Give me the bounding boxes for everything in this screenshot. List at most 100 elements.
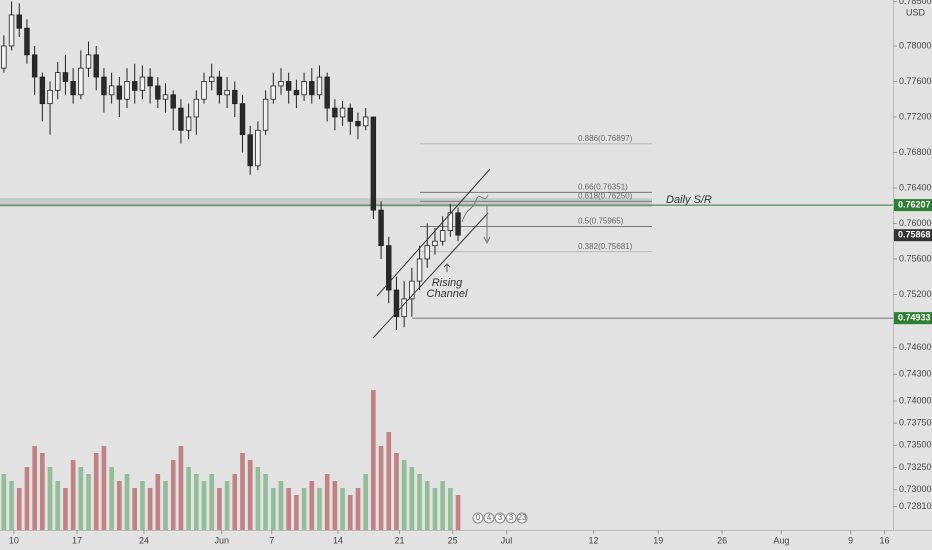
y-tick-label: 0.74600 — [899, 342, 932, 352]
y-tick-label: 0.78000 — [899, 40, 932, 50]
volume-bar — [9, 481, 14, 530]
candle-body — [216, 76, 223, 96]
channel-lower — [372, 212, 489, 339]
volume-bar — [355, 488, 361, 530]
event-marker — [516, 512, 528, 524]
volume-bar — [232, 474, 238, 530]
volume-bar — [47, 467, 53, 530]
candle-body — [455, 212, 461, 236]
candle-body — [108, 85, 115, 96]
candle-body — [101, 76, 107, 96]
candle-body — [178, 107, 184, 131]
candle-body — [386, 245, 392, 291]
candle-body — [85, 54, 92, 69]
channel-label: Channel — [427, 288, 469, 300]
x-tick-label: 9 — [848, 535, 853, 545]
candle-body — [224, 89, 230, 96]
y-tick-label: 0.78500 — [899, 0, 932, 6]
candle-body — [332, 107, 338, 118]
candle-body — [270, 85, 276, 100]
x-tick-label: 21 — [395, 535, 405, 545]
volume-bar — [371, 390, 376, 530]
x-tick-label: 12 — [589, 535, 599, 545]
candle-body — [316, 76, 323, 96]
volume-bar — [294, 495, 299, 530]
y-tick-label: 0.73500 — [899, 440, 932, 450]
event-label: 4 — [487, 513, 492, 522]
price-label-box — [894, 199, 932, 212]
volume-bar — [270, 488, 276, 530]
volume-bar — [424, 481, 430, 530]
volume-bar — [209, 474, 215, 530]
volume-bar — [117, 481, 122, 530]
x-tick-label: Jul — [501, 535, 513, 545]
candle-body — [116, 85, 123, 100]
y-tick-label: 0.74300 — [899, 369, 932, 379]
event-marker — [494, 512, 506, 524]
candle-body — [132, 81, 138, 91]
volume-bar — [394, 453, 399, 530]
volume-bar — [55, 481, 61, 530]
volume-bar — [409, 467, 415, 530]
volume-bar — [70, 460, 76, 530]
volume-bar — [340, 488, 345, 530]
volume-bar — [432, 488, 438, 530]
y-tick-label: 0.76000 — [899, 218, 932, 228]
candle-body — [232, 89, 238, 105]
volume-bar — [263, 474, 268, 530]
volume-bar — [386, 432, 392, 530]
volume-bar — [317, 488, 322, 530]
x-tick-label: 14 — [333, 535, 343, 545]
candle-body — [93, 54, 99, 78]
candle-body — [309, 81, 315, 96]
event-label: 3 — [509, 513, 514, 522]
candle-body — [155, 85, 161, 100]
volume-bar — [132, 488, 138, 530]
candle-body — [255, 129, 261, 167]
price-label: 0.74933 — [898, 313, 931, 323]
channel-label: Rising — [432, 277, 463, 289]
channel-upper — [376, 168, 491, 297]
candle-body — [78, 67, 84, 96]
candle-body — [31, 54, 38, 78]
volume-bar — [86, 474, 91, 530]
volume-bar — [247, 460, 253, 530]
candle-body — [347, 107, 353, 122]
volume-bar — [193, 474, 199, 530]
volume-bar — [440, 481, 445, 530]
label-arrow — [443, 263, 451, 272]
fib-label: 0.618(0.76250) — [578, 191, 633, 200]
currency: USD — [906, 7, 926, 17]
fib-label: 0.66(0.76351) — [578, 182, 628, 191]
fib-label: 0.382(0.75681) — [578, 242, 633, 251]
volume-bar — [201, 481, 207, 530]
x-tick-label: 16 — [880, 535, 890, 545]
volume-bar — [448, 488, 453, 530]
candle-body — [378, 209, 384, 247]
x-tick-label: Aug — [773, 535, 789, 545]
volume-bar — [224, 481, 230, 530]
candle-body — [393, 289, 400, 318]
price-label-box — [894, 312, 932, 325]
candle-body — [1, 45, 7, 69]
sr-label: Daily S/R — [666, 194, 712, 206]
volume-bar — [109, 467, 114, 530]
volume-pane — [1, 390, 461, 530]
volume-bar — [378, 446, 384, 530]
price-label: 0.75868 — [898, 230, 931, 240]
x-tick-label: 19 — [653, 535, 663, 545]
event-marker — [483, 512, 495, 524]
y-tick-label: 0.73000 — [899, 484, 932, 494]
candle-body — [147, 76, 153, 87]
volume-bar — [101, 446, 107, 530]
fib-label: 0.5(0.75965) — [578, 217, 624, 226]
y-tick-label: 0.76800 — [899, 147, 932, 157]
event-label: 23 — [518, 513, 527, 522]
y-tick-label: 0.72810 — [899, 501, 932, 511]
volume-bar — [417, 474, 422, 530]
volume-bar — [155, 474, 161, 530]
candle-body — [278, 81, 284, 87]
price-label-box — [894, 229, 932, 242]
candle-body — [285, 81, 292, 91]
